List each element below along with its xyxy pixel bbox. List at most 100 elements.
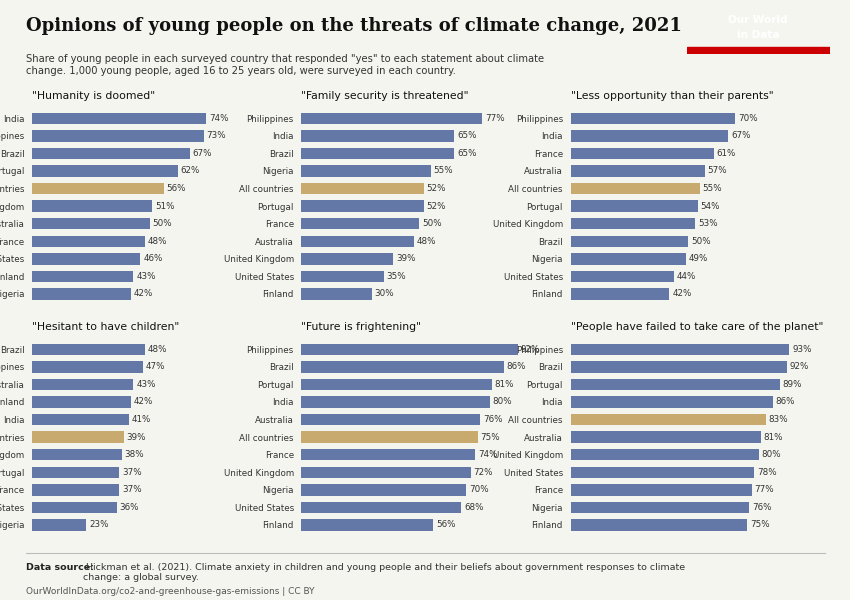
Bar bbox=[570, 396, 773, 407]
Text: "Hesitant to have children": "Hesitant to have children" bbox=[32, 322, 179, 332]
Bar bbox=[302, 502, 462, 513]
Bar bbox=[570, 130, 728, 142]
Bar bbox=[570, 379, 779, 390]
Text: 72%: 72% bbox=[473, 468, 493, 477]
Bar bbox=[570, 344, 790, 355]
Bar bbox=[302, 113, 483, 124]
Bar bbox=[302, 414, 480, 425]
Bar bbox=[570, 271, 674, 282]
Text: 65%: 65% bbox=[457, 131, 477, 140]
Text: 48%: 48% bbox=[148, 345, 167, 354]
Bar bbox=[32, 361, 143, 373]
Text: 56%: 56% bbox=[167, 184, 186, 193]
Text: 42%: 42% bbox=[133, 289, 153, 298]
Bar bbox=[302, 165, 431, 176]
Bar bbox=[302, 236, 414, 247]
Bar bbox=[32, 183, 164, 194]
Text: 81%: 81% bbox=[495, 380, 514, 389]
Bar bbox=[302, 218, 419, 229]
Bar bbox=[570, 200, 698, 212]
Text: 78%: 78% bbox=[756, 468, 776, 477]
Text: 65%: 65% bbox=[457, 149, 477, 158]
Bar bbox=[302, 396, 490, 407]
Text: 43%: 43% bbox=[136, 380, 156, 389]
Text: in Data: in Data bbox=[737, 30, 779, 40]
Bar bbox=[570, 218, 695, 229]
Text: 42%: 42% bbox=[672, 289, 692, 298]
Text: 86%: 86% bbox=[507, 362, 526, 371]
Text: 49%: 49% bbox=[688, 254, 708, 263]
Bar bbox=[687, 47, 830, 54]
Text: 74%: 74% bbox=[479, 450, 498, 459]
Text: 77%: 77% bbox=[755, 485, 774, 494]
Text: 62%: 62% bbox=[181, 166, 201, 175]
Text: 70%: 70% bbox=[469, 485, 489, 494]
Text: 67%: 67% bbox=[731, 131, 751, 140]
Text: Data source:: Data source: bbox=[26, 563, 94, 572]
Bar bbox=[302, 431, 478, 443]
Text: 75%: 75% bbox=[750, 520, 769, 529]
Text: 80%: 80% bbox=[762, 450, 781, 459]
Text: 48%: 48% bbox=[148, 237, 167, 246]
Text: OurWorldInData.org/co2-and-greenhouse-gas-emissions | CC BY: OurWorldInData.org/co2-and-greenhouse-ga… bbox=[26, 587, 314, 596]
Bar bbox=[302, 467, 471, 478]
Bar bbox=[32, 449, 122, 460]
Bar bbox=[570, 253, 686, 265]
Text: 68%: 68% bbox=[464, 503, 484, 512]
Text: 80%: 80% bbox=[492, 397, 512, 406]
Bar bbox=[570, 467, 754, 478]
Bar bbox=[570, 361, 787, 373]
Bar bbox=[570, 113, 735, 124]
Text: 51%: 51% bbox=[155, 202, 174, 211]
Text: 89%: 89% bbox=[783, 380, 802, 389]
Bar bbox=[302, 361, 503, 373]
Bar bbox=[570, 183, 700, 194]
Text: "People have failed to take care of the planet": "People have failed to take care of the … bbox=[570, 322, 823, 332]
Bar bbox=[570, 484, 751, 496]
Text: 44%: 44% bbox=[677, 272, 696, 281]
Text: 50%: 50% bbox=[153, 219, 173, 228]
Bar bbox=[32, 519, 87, 530]
Text: 30%: 30% bbox=[375, 289, 394, 298]
Text: 50%: 50% bbox=[422, 219, 441, 228]
Text: 46%: 46% bbox=[144, 254, 162, 263]
Bar bbox=[32, 148, 190, 159]
Text: 75%: 75% bbox=[480, 433, 500, 442]
Bar bbox=[32, 414, 128, 425]
Text: 61%: 61% bbox=[717, 149, 736, 158]
Bar bbox=[570, 288, 669, 299]
Text: 57%: 57% bbox=[707, 166, 727, 175]
Text: 35%: 35% bbox=[387, 272, 406, 281]
Text: 70%: 70% bbox=[738, 114, 757, 123]
Text: 36%: 36% bbox=[120, 503, 139, 512]
Bar bbox=[570, 502, 750, 513]
Bar bbox=[32, 113, 207, 124]
Bar bbox=[302, 449, 475, 460]
Text: 73%: 73% bbox=[207, 131, 226, 140]
Text: 55%: 55% bbox=[703, 184, 722, 193]
Text: 42%: 42% bbox=[133, 397, 153, 406]
Text: 77%: 77% bbox=[485, 114, 505, 123]
Text: 74%: 74% bbox=[209, 114, 229, 123]
Bar bbox=[302, 519, 434, 530]
Bar bbox=[302, 130, 454, 142]
Bar bbox=[32, 396, 131, 407]
Bar bbox=[302, 484, 466, 496]
Text: 39%: 39% bbox=[127, 433, 146, 442]
Bar bbox=[302, 271, 383, 282]
Bar bbox=[302, 288, 372, 299]
Text: 81%: 81% bbox=[764, 433, 784, 442]
Text: 54%: 54% bbox=[700, 202, 720, 211]
Bar bbox=[570, 165, 705, 176]
Bar bbox=[302, 200, 423, 212]
Text: 50%: 50% bbox=[691, 237, 711, 246]
Text: 56%: 56% bbox=[436, 520, 456, 529]
Bar bbox=[32, 218, 150, 229]
Text: 48%: 48% bbox=[417, 237, 437, 246]
Text: Opinions of young people on the threats of climate change, 2021: Opinions of young people on the threats … bbox=[26, 17, 682, 35]
Text: 76%: 76% bbox=[752, 503, 772, 512]
Bar bbox=[570, 449, 759, 460]
Bar bbox=[570, 236, 688, 247]
Text: "Future is frightening": "Future is frightening" bbox=[302, 322, 422, 332]
Text: 41%: 41% bbox=[132, 415, 150, 424]
